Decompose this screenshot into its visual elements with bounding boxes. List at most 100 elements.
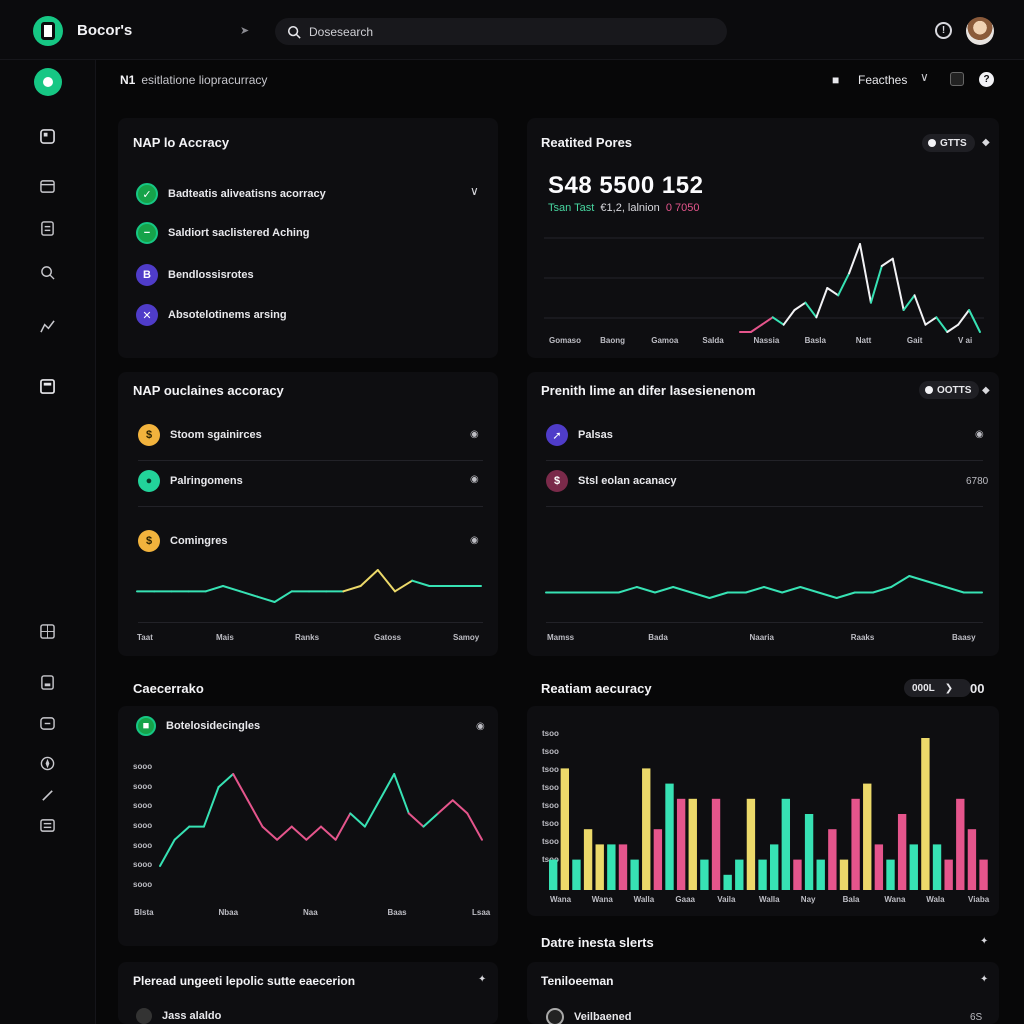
list-item[interactable]: B Bendlossisrotes	[136, 264, 254, 286]
report-icon[interactable]	[39, 674, 56, 691]
grid-icon[interactable]	[39, 623, 56, 640]
document-icon[interactable]	[39, 220, 56, 237]
search-sidebar-icon[interactable]	[39, 264, 56, 281]
bar[interactable]	[886, 859, 895, 890]
eye-icon[interactable]: ◉	[470, 535, 479, 546]
bar[interactable]	[700, 859, 709, 890]
axis-tick-label: Wana	[884, 895, 906, 904]
avatar[interactable]	[966, 17, 994, 45]
help-icon[interactable]: ?	[979, 72, 994, 87]
list-item[interactable]: Veilbaened	[546, 1008, 631, 1024]
chevron-down-icon[interactable]: ∨	[920, 70, 929, 84]
bar[interactable]	[618, 844, 628, 890]
eye-icon[interactable]: ◉	[470, 429, 479, 440]
diamond-icon[interactable]: ✦	[478, 974, 487, 985]
pin-icon[interactable]: ➤	[240, 25, 250, 37]
app-logo-icon[interactable]	[33, 16, 63, 46]
bar[interactable]	[711, 798, 721, 890]
sidebar-logo-icon[interactable]	[34, 68, 62, 96]
bar[interactable]	[665, 783, 674, 890]
list-item[interactable]: ➚ Palsas	[546, 424, 613, 446]
user-menu-label[interactable]: Feacthes	[858, 73, 908, 87]
calendar-icon[interactable]	[39, 178, 56, 195]
toggle-box-icon[interactable]	[950, 72, 964, 86]
bar[interactable]	[746, 798, 756, 890]
diamond-icon[interactable]: ✦	[980, 936, 989, 947]
bar[interactable]	[583, 829, 593, 890]
axis-tick-label: Mais	[216, 633, 234, 642]
list-item[interactable]: Jass alaldo	[136, 1008, 221, 1024]
bar[interactable]	[851, 798, 860, 890]
bar[interactable]	[735, 859, 744, 890]
analytics-icon[interactable]	[39, 318, 56, 335]
bar[interactable]	[607, 844, 616, 890]
bar[interactable]	[758, 859, 767, 890]
user-icon[interactable]: ■	[832, 73, 840, 87]
list-item[interactable]: $ Stoom sgainirces	[138, 424, 262, 446]
bar[interactable]	[897, 814, 907, 890]
calculator-icon[interactable]	[39, 378, 56, 395]
legend-item[interactable]: ■ Botelosidecingles	[136, 716, 260, 736]
bar[interactable]	[770, 844, 779, 890]
bar[interactable]	[642, 768, 651, 890]
bar[interactable]	[839, 859, 849, 890]
bar[interactable]	[828, 829, 837, 890]
list-item[interactable]: ✕ Absotelotinems arsing	[136, 304, 287, 326]
bar[interactable]	[793, 859, 802, 890]
bar[interactable]	[816, 859, 825, 890]
info-icon[interactable]: !	[935, 22, 952, 39]
list-item-label: Palsas	[578, 429, 613, 441]
bar[interactable]	[932, 844, 942, 890]
status-badge[interactable]: OOTTS	[919, 381, 980, 399]
compass-icon[interactable]	[39, 755, 56, 772]
bar[interactable]	[863, 783, 872, 890]
diamond-icon[interactable]: ◆	[982, 385, 990, 396]
bar[interactable]	[979, 859, 988, 890]
status-badge[interactable]: 000L ❯	[904, 679, 972, 697]
search-bar[interactable]	[275, 18, 727, 45]
bar[interactable]	[653, 829, 663, 890]
series-line-segment	[654, 586, 675, 594]
bar[interactable]	[572, 859, 581, 890]
search-input[interactable]	[309, 24, 689, 39]
dashboard-icon[interactable]	[39, 128, 56, 145]
settings-icon[interactable]	[39, 817, 56, 834]
bar[interactable]	[560, 768, 570, 890]
series-line-segment	[924, 316, 938, 326]
series-line-segment	[334, 812, 352, 841]
eye-icon[interactable]: ◉	[470, 474, 479, 485]
list-item[interactable]: − Saldiort saclistered Aching	[136, 222, 309, 244]
list-item[interactable]: $ Stsl eolan acanacy	[546, 470, 676, 492]
axis-tick-label: Samoy	[453, 633, 480, 642]
series-line-segment	[835, 591, 856, 599]
bar[interactable]	[688, 798, 697, 890]
list-item[interactable]: ● Palringomens	[138, 470, 243, 492]
bar[interactable]	[781, 798, 791, 890]
eye-icon[interactable]: ◉	[476, 721, 485, 732]
bar[interactable]	[874, 844, 884, 890]
list-item[interactable]: $ Comingres	[138, 530, 227, 552]
chevron-down-icon[interactable]: ∨	[470, 184, 479, 198]
bar[interactable]	[595, 844, 604, 890]
axis-tick-label: V ai	[958, 336, 973, 345]
bar[interactable]	[804, 814, 814, 890]
diamond-icon[interactable]: ◆	[982, 137, 990, 148]
eye-icon[interactable]: ◉	[975, 429, 984, 440]
series-line-segment	[342, 585, 362, 593]
bar[interactable]	[676, 798, 686, 890]
bar[interactable]	[630, 859, 639, 890]
axis-tick-label: Bada	[648, 633, 668, 642]
bar[interactable]	[967, 829, 977, 890]
bar[interactable]	[921, 738, 930, 890]
bar[interactable]	[723, 874, 732, 890]
message-icon[interactable]	[39, 715, 56, 732]
bar[interactable]	[956, 798, 965, 890]
bar[interactable]	[944, 859, 953, 890]
pen-icon[interactable]	[39, 787, 56, 804]
list-item[interactable]: ✓ Badteatis aliveatisns acorracy	[136, 183, 326, 205]
series-line-segment	[760, 316, 774, 326]
diamond-icon[interactable]: ✦	[980, 974, 989, 985]
bar[interactable]	[549, 859, 558, 890]
status-badge[interactable]: GTTS	[922, 134, 975, 152]
bar[interactable]	[909, 844, 918, 890]
